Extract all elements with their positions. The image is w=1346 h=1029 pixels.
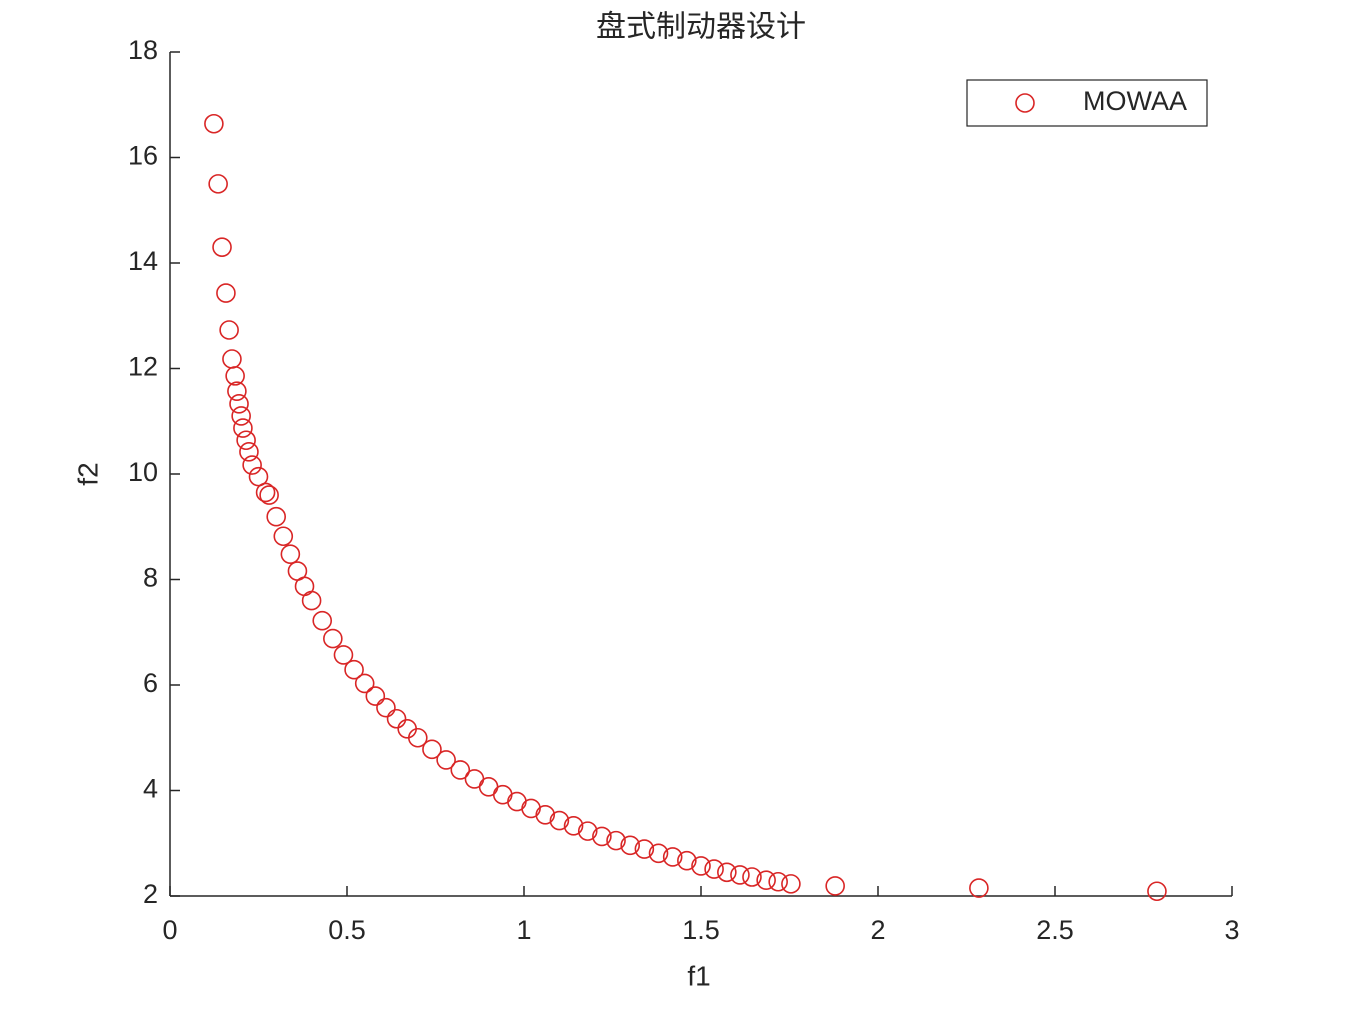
point bbox=[620, 835, 641, 856]
point bbox=[212, 237, 232, 257]
point bbox=[592, 826, 612, 847]
point bbox=[742, 867, 762, 887]
x-tick-label: 3 bbox=[1224, 915, 1239, 945]
point bbox=[231, 406, 251, 426]
point bbox=[825, 876, 845, 896]
y-axis-label: f2 bbox=[72, 462, 103, 485]
point bbox=[312, 610, 333, 631]
point bbox=[255, 482, 276, 503]
y-tick-label: 2 bbox=[143, 879, 158, 909]
point bbox=[407, 727, 428, 748]
point bbox=[969, 878, 989, 898]
point bbox=[677, 850, 697, 871]
point bbox=[259, 485, 279, 505]
x-tick-label: 2 bbox=[870, 915, 885, 945]
point bbox=[634, 839, 655, 859]
point bbox=[239, 442, 259, 462]
point bbox=[577, 821, 598, 841]
x-tick-label: 0 bbox=[162, 915, 177, 945]
point bbox=[535, 804, 556, 825]
y-tick-label: 6 bbox=[143, 668, 158, 698]
point bbox=[365, 686, 386, 706]
point bbox=[216, 283, 236, 303]
point bbox=[450, 760, 471, 780]
point bbox=[227, 381, 247, 401]
point bbox=[266, 506, 287, 527]
legend: MOWAA bbox=[966, 79, 1208, 127]
point bbox=[549, 810, 570, 831]
point bbox=[344, 659, 364, 680]
point bbox=[730, 865, 750, 885]
point bbox=[376, 697, 396, 718]
point bbox=[233, 418, 253, 438]
point bbox=[208, 174, 228, 194]
point bbox=[242, 455, 262, 475]
point bbox=[717, 862, 737, 883]
point bbox=[236, 430, 256, 451]
point bbox=[563, 816, 584, 836]
point bbox=[333, 645, 354, 665]
point bbox=[422, 739, 442, 760]
point bbox=[436, 750, 456, 770]
point bbox=[648, 843, 669, 864]
point bbox=[756, 870, 776, 890]
point bbox=[354, 673, 375, 694]
point bbox=[386, 708, 407, 729]
x-tick-label: 2.5 bbox=[1036, 915, 1074, 945]
point bbox=[323, 628, 343, 649]
point bbox=[704, 859, 724, 879]
point bbox=[781, 874, 801, 894]
y-tick-label: 4 bbox=[143, 774, 158, 804]
point bbox=[229, 394, 249, 414]
y-tick-label: 10 bbox=[128, 457, 158, 487]
point bbox=[225, 366, 245, 386]
point bbox=[280, 544, 301, 564]
point bbox=[248, 466, 269, 487]
point bbox=[273, 526, 294, 547]
point bbox=[301, 590, 322, 611]
y-tick-label: 14 bbox=[128, 246, 158, 276]
chart-title: 盘式制动器设计 bbox=[596, 10, 806, 45]
point bbox=[521, 798, 541, 819]
point bbox=[691, 856, 711, 876]
x-tick-label: 0.5 bbox=[328, 915, 366, 945]
y-tick-label: 18 bbox=[128, 35, 158, 65]
y-tick-label: 8 bbox=[143, 563, 158, 593]
point bbox=[606, 830, 626, 851]
x-axis-label: f1 bbox=[687, 960, 710, 991]
legend-label: MOWAA bbox=[1083, 86, 1187, 116]
y-tick-label: 12 bbox=[128, 352, 158, 382]
point bbox=[662, 847, 683, 867]
plot-area bbox=[204, 113, 1167, 902]
x-tick-label: 1 bbox=[516, 915, 531, 945]
legend-box bbox=[966, 79, 1208, 127]
x-tick-label: 1.5 bbox=[682, 915, 720, 945]
y-tick-label: 16 bbox=[128, 141, 158, 171]
point bbox=[768, 871, 788, 892]
legend-marker bbox=[1015, 93, 1035, 113]
point bbox=[204, 113, 224, 134]
point bbox=[1147, 881, 1167, 902]
point bbox=[219, 320, 239, 340]
